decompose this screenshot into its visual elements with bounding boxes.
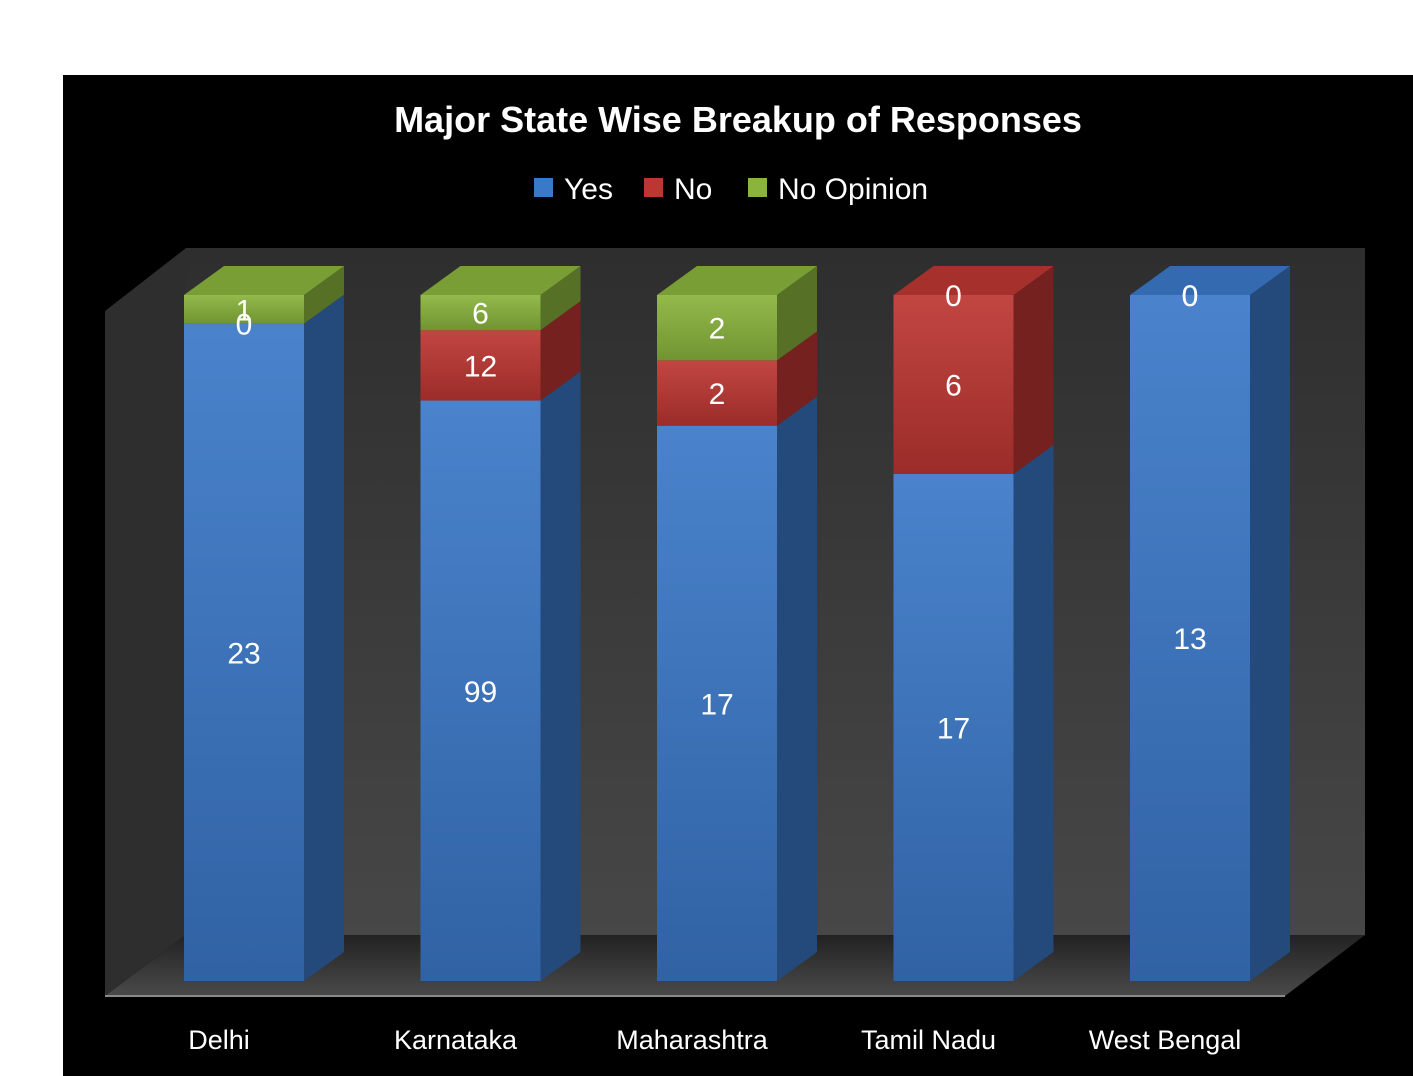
bars — [184, 266, 1290, 982]
bar-top-karnataka — [420, 266, 581, 295]
chart-area: Major State Wise Breakup of Responses Ye… — [63, 75, 1413, 1076]
chart-svg: Major State Wise Breakup of Responses Ye… — [105, 99, 1365, 1055]
bar-segment-tamil-nadu-no — [893, 295, 1014, 474]
category-label-tamil-nadu: Tamil Nadu — [861, 1025, 996, 1055]
bar-tamil-nadu — [893, 266, 1054, 981]
bar-side-tamil-nadu-no — [1013, 266, 1054, 474]
bar-delhi — [184, 266, 344, 981]
bar-side-delhi-yes — [304, 294, 344, 981]
bar-side-karnataka-no-opinion — [540, 266, 581, 331]
value-label-maharashtra-no-opinion: 2 — [709, 313, 726, 346]
value-label-karnataka-no-opinion: 6 — [472, 298, 489, 331]
bar-segment-maharashtra-no — [657, 360, 777, 426]
value-label-west-bengal-no-opinion: 0 — [1182, 280, 1199, 313]
category-label-delhi: Delhi — [188, 1025, 250, 1055]
bar-segment-karnataka-no — [420, 330, 541, 401]
bar-side-maharashtra-yes — [777, 396, 817, 982]
value-label-tamil-nadu-yes: 17 — [937, 712, 970, 745]
legend-swatch-no — [644, 178, 663, 197]
bar-side-karnataka-no — [540, 301, 581, 401]
legend-swatch-yes — [534, 178, 553, 197]
value-label-karnataka-yes: 99 — [464, 676, 497, 709]
legend-label-no: No — [674, 173, 712, 206]
category-label-maharashtra: Maharashtra — [616, 1025, 769, 1055]
bar-maharashtra — [657, 266, 817, 982]
value-label-tamil-nadu-no-opinion: 0 — [945, 280, 962, 313]
value-label-karnataka-no: 12 — [464, 350, 497, 383]
value-label-maharashtra-yes: 17 — [700, 688, 733, 721]
side-wall — [105, 248, 186, 996]
bar-side-karnataka-yes — [540, 371, 581, 981]
bar-top-maharashtra — [657, 266, 817, 295]
legend-item-no-opinion: No Opinion — [748, 173, 928, 206]
bar-side-maharashtra-no — [777, 331, 817, 426]
value-label-delhi-no: 0 — [236, 309, 253, 342]
bar-karnataka — [420, 266, 581, 981]
legend-item-yes: Yes — [534, 173, 613, 206]
bar-top-delhi — [184, 266, 344, 295]
legend-label-no-opinion: No Opinion — [778, 173, 928, 206]
legend-label-yes: Yes — [564, 173, 613, 206]
bar-segment-delhi-no-opinion — [184, 295, 304, 324]
bar-segment-delhi-yes — [184, 323, 304, 981]
bar-segment-tamil-nadu-yes — [893, 473, 1014, 981]
chart-title: Major State Wise Breakup of Responses — [394, 99, 1082, 140]
bar-segment-karnataka-yes — [420, 400, 541, 981]
bar-west-bengal — [1130, 266, 1290, 981]
value-label-maharashtra-no: 2 — [709, 378, 726, 411]
value-label-tamil-nadu-no: 6 — [945, 369, 962, 402]
bar-top-west-bengal — [1130, 266, 1290, 295]
legend-item-no: No — [644, 173, 712, 206]
bar-side-maharashtra-no-opinion — [777, 266, 817, 361]
value-label-west-bengal-no: 0 — [1182, 280, 1199, 313]
legend: Yes No No Opinion — [534, 173, 928, 206]
bar-segment-maharashtra-no-opinion — [657, 295, 777, 361]
legend-swatch-no-opinion — [748, 178, 767, 197]
category-label-west-bengal: West Bengal — [1089, 1025, 1242, 1055]
bar-side-delhi-no-opinion — [304, 266, 344, 324]
value-label-west-bengal-yes: 13 — [1173, 623, 1206, 656]
bar-top-tamil-nadu — [893, 266, 1054, 295]
category-label-karnataka: Karnataka — [394, 1025, 518, 1055]
value-label-delhi-yes: 23 — [227, 637, 260, 670]
value-label-delhi-no-opinion: 1 — [236, 294, 253, 327]
bar-segment-west-bengal-yes — [1130, 295, 1250, 981]
category-labels: Delhi Karnataka Maharashtra Tamil Nadu West … — [188, 1025, 1241, 1055]
bar-side-tamil-nadu-yes — [1013, 444, 1054, 981]
bar-side-west-bengal-yes — [1250, 266, 1290, 981]
bar-segment-karnataka-no-opinion — [420, 295, 541, 331]
bar-segment-maharashtra-yes — [657, 425, 777, 982]
